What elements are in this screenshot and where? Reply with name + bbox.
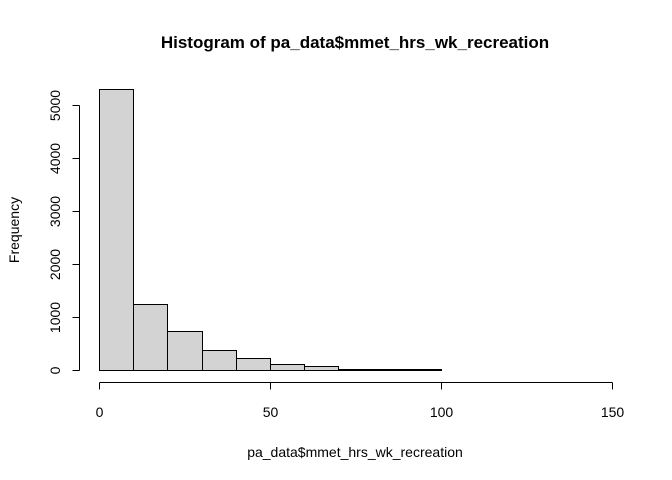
- chart-title: Histogram of pa_data$mmet_hrs_wk_recreat…: [161, 33, 549, 52]
- y-tick-label: 4000: [47, 143, 63, 174]
- histogram-bar: [373, 369, 408, 371]
- histogram-bar: [167, 331, 203, 371]
- histogram-bar: [270, 364, 305, 371]
- y-axis-label: Frequency: [6, 197, 22, 263]
- y-axis: 0 1000 2000 3000 4000 5000: [47, 90, 80, 374]
- histogram-bar: [338, 369, 374, 371]
- bars-group: [99, 89, 442, 371]
- x-tick-label: 100: [430, 404, 454, 420]
- y-tick-label: 5000: [47, 90, 63, 121]
- histogram-bar: [407, 369, 442, 371]
- y-tick-label: 1000: [47, 302, 63, 333]
- histogram-bar: [304, 366, 339, 371]
- histogram-bar: [133, 304, 168, 371]
- y-tick-label: 0: [47, 366, 63, 374]
- histogram-bar: [202, 350, 237, 371]
- histogram-bar: [99, 89, 134, 371]
- y-tick-label: 3000: [47, 196, 63, 227]
- histogram-bar: [236, 358, 271, 371]
- y-tick-label: 2000: [47, 249, 63, 280]
- x-axis: 0 50 100 150: [96, 382, 625, 420]
- x-tick-label: 0: [96, 404, 104, 420]
- x-tick-label: 50: [263, 404, 279, 420]
- x-axis-label: pa_data$mmet_hrs_wk_recreation: [247, 444, 463, 460]
- x-tick-label: 150: [601, 404, 625, 420]
